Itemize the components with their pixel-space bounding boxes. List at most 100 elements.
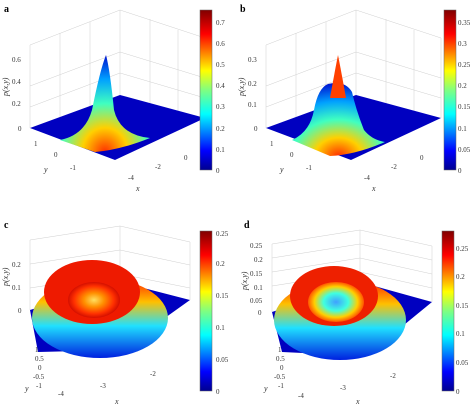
- z-tick-b-3: 0.3: [248, 56, 257, 64]
- cb-tick-c-2: 0.1: [216, 324, 225, 332]
- colorbar-b: [443, 9, 457, 171]
- x-label-a: x: [135, 184, 140, 193]
- surface-spike-b: [330, 55, 346, 98]
- x-label-c: x: [114, 397, 119, 406]
- y-tick-d-2: 0: [280, 364, 284, 372]
- y-tick-d-3: -0.5: [274, 373, 286, 381]
- y-label-c: y: [24, 384, 29, 393]
- surface-crater-d: [308, 282, 364, 322]
- colorbar-d: [441, 230, 455, 392]
- z-tick-d-4: 0.2: [254, 256, 263, 264]
- y-label-b: y: [279, 165, 284, 174]
- surface-crater-c: [68, 282, 120, 318]
- z-tick-d-3: 0.15: [250, 270, 263, 278]
- cb-tick-d-5: 0.25: [456, 245, 469, 253]
- x-tick-c-0: -4: [58, 390, 64, 398]
- y-tick-c-4: -1: [36, 382, 42, 390]
- cb-tick-b-6: 0.3: [458, 40, 467, 48]
- cb-tick-c-1: 0.05: [216, 356, 229, 364]
- cb-tick-c-0: 0: [216, 388, 220, 396]
- z-tick-a-1: 0.2: [12, 100, 21, 108]
- panel-c: c 0 0.1 0.2 p(x,y) -4 -3 -2 x 1 0.5 0 -0…: [1, 220, 229, 406]
- z-label-a: p(x,y): [1, 77, 10, 97]
- cb-tick-d-4: 0.2: [456, 273, 465, 281]
- x-tick-c-2: -2: [150, 370, 156, 378]
- y-tick-b-1: 0: [290, 151, 294, 159]
- cb-tick-c-4: 0.2: [216, 260, 225, 268]
- y-tick-b-0: 1: [270, 140, 274, 148]
- cb-tick-a-2: 0.2: [216, 125, 225, 133]
- cb-tick-d-3: 0.15: [456, 302, 469, 310]
- cb-tick-a-4: 0.4: [216, 82, 225, 90]
- z-tick-b-0: 0: [254, 125, 258, 133]
- panel-a: a 0 0.2 0.4 0.6 p(x,y) -4 -2 0: [1, 4, 225, 193]
- x-label-b: x: [371, 184, 376, 193]
- cb-tick-a-3: 0.3: [216, 103, 225, 111]
- colorbar-c: [199, 230, 213, 392]
- z-tick-a-0: 0: [18, 125, 22, 133]
- cb-tick-d-0: 0: [456, 388, 460, 396]
- cb-tick-c-3: 0.15: [216, 292, 229, 300]
- panel-d: d 0 0.05 0.1 0.15 0.2 0.25 p(x,y) -4 -3 …: [240, 220, 469, 406]
- y-tick-a-2: -1: [70, 164, 76, 172]
- cb-tick-b-5: 0.25: [458, 61, 471, 69]
- cb-tick-b-0: 0: [458, 167, 462, 175]
- x-tick-a-2: 0: [184, 154, 188, 162]
- z-tick-c-0: 0: [18, 307, 22, 315]
- x-tick-c-1: -3: [100, 382, 106, 390]
- z-tick-c-1: 0.1: [12, 284, 21, 292]
- z-tick-a-3: 0.6: [12, 56, 21, 64]
- y-label-a: y: [43, 165, 48, 174]
- cb-tick-b-4: 0.2: [458, 82, 467, 90]
- z-label-d: p(x,y): [240, 271, 249, 291]
- z-tick-d-0: 0: [258, 309, 262, 317]
- cb-tick-b-2: 0.1: [458, 125, 467, 133]
- y-tick-d-1: 0.5: [276, 355, 285, 363]
- cb-tick-d-1: 0.05: [456, 359, 469, 367]
- x-tick-d-0: -4: [298, 392, 304, 400]
- surface-mound-b: [292, 83, 385, 156]
- cb-tick-b-1: 0.05: [458, 146, 471, 154]
- colorbar-a: [199, 9, 213, 171]
- y-tick-c-2: 0: [38, 364, 42, 372]
- cb-tick-b-3: 0.15: [458, 103, 471, 111]
- panel-b: b 0 0.1 0.2 0.3 p(x,y) -4 -2 0 x 1 0 -1: [237, 4, 471, 193]
- cb-tick-a-5: 0.5: [216, 61, 225, 69]
- x-tick-a-1: -2: [155, 163, 161, 171]
- z-tick-b-2: 0.2: [248, 80, 257, 88]
- y-tick-d-0: 1: [278, 346, 282, 354]
- z-tick-c-2: 0.2: [12, 261, 21, 269]
- y-tick-a-0: 1: [34, 140, 38, 148]
- x-tick-b-2: 0: [420, 154, 424, 162]
- x-tick-b-1: -2: [391, 163, 397, 171]
- cb-tick-d-2: 0.1: [456, 330, 465, 338]
- y-tick-d-4: -1: [278, 382, 284, 390]
- cb-tick-b-7: 0.35: [458, 19, 471, 27]
- panel-letter-a: a: [4, 4, 9, 15]
- z-tick-d-5: 0.25: [250, 242, 263, 250]
- x-tick-d-2: -2: [390, 372, 396, 380]
- cb-tick-a-7: 0.7: [216, 19, 225, 27]
- z-tick-b-1: 0.1: [248, 101, 257, 109]
- z-label-c: p(x,y): [1, 267, 10, 287]
- cb-tick-a-1: 0.1: [216, 146, 225, 154]
- y-label-d: y: [263, 384, 268, 393]
- y-tick-a-1: 0: [54, 151, 58, 159]
- y-tick-c-0: 1: [35, 346, 39, 354]
- y-tick-c-1: 0.5: [35, 355, 44, 363]
- x-tick-b-0: -4: [364, 174, 370, 182]
- y-tick-c-3: -0.5: [33, 373, 45, 381]
- x-tick-a-0: -4: [128, 174, 134, 182]
- panel-letter-b: b: [240, 4, 246, 15]
- panel-letter-d: d: [244, 220, 250, 231]
- z-tick-a-2: 0.4: [12, 78, 21, 86]
- x-label-d: x: [355, 397, 360, 406]
- x-tick-d-1: -3: [340, 384, 346, 392]
- cb-tick-c-5: 0.25: [216, 230, 229, 238]
- z-tick-d-1: 0.05: [250, 297, 263, 305]
- cb-tick-a-0: 0: [216, 167, 220, 175]
- panel-letter-c: c: [4, 220, 9, 231]
- y-tick-b-2: -1: [306, 164, 312, 172]
